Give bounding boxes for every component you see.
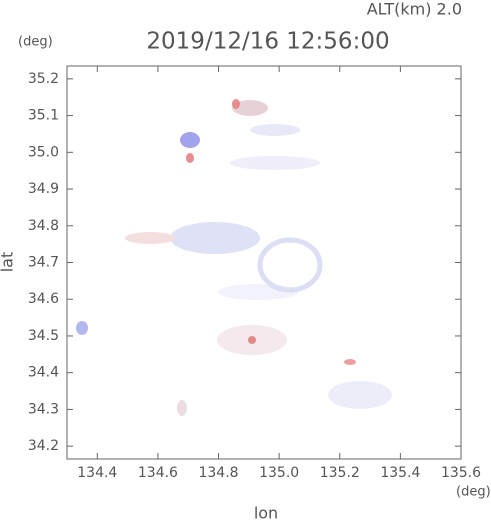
x-axis-label: lon (254, 504, 278, 521)
x-tick-label: 135.4 (380, 465, 420, 481)
y-tick-label: 34.2 (28, 438, 59, 454)
x-tick-label: 135.0 (259, 465, 299, 481)
y-tick-label: 35.1 (28, 108, 59, 124)
y-unit: (deg) (18, 35, 53, 50)
x-tick-label: 134.4 (77, 465, 117, 481)
y-tick-label: 34.4 (28, 365, 59, 381)
x-unit: (deg) (456, 485, 491, 500)
y-axis-label: lat (0, 252, 17, 273)
y-tick-label: 34.8 (28, 218, 59, 234)
y-tick-label: 34.5 (28, 328, 59, 344)
x-tick-label: 135.6 (441, 465, 481, 481)
y-tick-label: 34.3 (28, 401, 59, 417)
y-tick-label: 34.7 (28, 255, 59, 271)
x-tick-label: 134.8 (198, 465, 238, 481)
x-tick-label: 135.2 (320, 465, 360, 481)
y-tick-label: 35.2 (28, 71, 59, 87)
y-tick-label: 34.6 (28, 291, 59, 307)
chart-title: 2019/12/16 12:56:00 (146, 29, 389, 55)
altitude-label: ALT(km) 2.0 (367, 0, 462, 19)
y-tick-label: 34.9 (28, 181, 59, 197)
y-tick-label: 35.0 (28, 144, 59, 160)
x-tick-label: 134.6 (138, 465, 178, 481)
echo-blobs (76, 99, 392, 416)
